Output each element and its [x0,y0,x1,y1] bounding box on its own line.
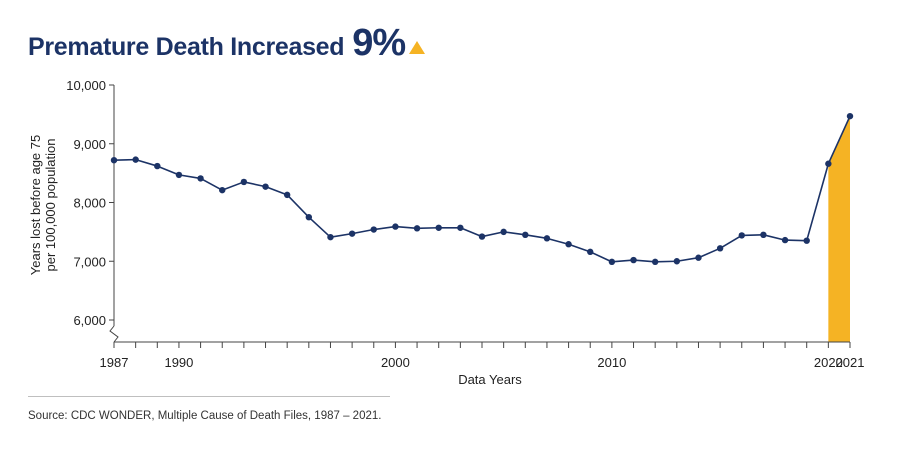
data-point [457,224,464,231]
data-point [348,230,356,237]
data-point [110,157,118,164]
data-point [695,254,702,261]
data-point [565,241,572,248]
data-point [262,183,269,190]
x-axis-title: Data Years [458,372,522,387]
data-point [673,258,681,265]
highlight-area [828,116,850,342]
data-point [608,258,616,266]
x-tick-label: 2020 [814,355,843,370]
y-tick-label: 10,000 [66,78,106,93]
data-point [543,235,551,242]
data-point [392,223,399,230]
data-point [651,258,659,266]
x-tick-label: 2000 [381,355,410,370]
data-point [413,225,421,232]
data-point [587,248,594,256]
x-tick-label: 2021 [836,355,865,370]
chart-title-percentage: 9% [352,22,406,64]
data-point [478,233,486,240]
y-tick-label: 6,000 [73,313,106,328]
data-point [197,175,204,182]
data-point [803,237,810,244]
data-point [716,245,724,252]
x-tick-label: 2010 [597,355,626,370]
y-axis-title: Years lost before age 75per 100,000 popu… [28,135,58,275]
data-point [825,160,832,167]
y-tick-label: 8,000 [73,196,106,211]
y-tick-label: 9,000 [73,137,106,152]
source-divider [28,396,390,397]
data-point [760,231,767,239]
y-tick-label: 7,000 [73,254,106,269]
up-triangle-icon [409,41,426,54]
source-note: Source: CDC WONDER, Multiple Cause of De… [28,410,382,422]
data-point [435,224,442,231]
y-axis-title-line: per 100,000 population [43,138,58,271]
y-axis-title-line: Years lost before age 75 [28,135,43,275]
y-axis-break [109,325,119,343]
data-point [175,171,183,179]
data-point [305,213,313,221]
chart-title: Premature Death Increased 9% [28,22,426,65]
x-tick-label: 1990 [164,355,193,370]
data-point [240,178,248,186]
chart-title-text: Premature Death Increased [28,33,345,61]
data-point [500,228,507,236]
data-point [630,256,637,264]
data-point [738,232,745,239]
x-tick-label: 1987 [100,355,129,370]
data-point [370,226,377,233]
data-point [846,112,854,120]
data-point [219,186,226,194]
data-point [327,233,334,241]
data-point [522,231,529,239]
data-point [283,191,291,199]
data-point [132,156,139,163]
data-point [781,236,789,244]
data-point [154,162,161,170]
